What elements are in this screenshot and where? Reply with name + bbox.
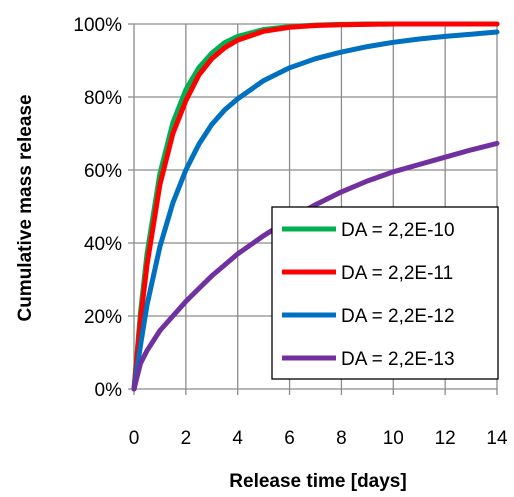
x-tick-label: 12 [435, 428, 456, 449]
legend-label-1: DA = 2,2E-10 [341, 220, 455, 241]
y-tick-label: 0% [95, 380, 123, 401]
y-tick-label: 60% [84, 161, 122, 182]
legend-box [271, 206, 499, 380]
x-tick-label: 4 [232, 428, 243, 449]
y-tick-label: 80% [84, 88, 122, 109]
x-tick-label: 8 [336, 428, 347, 449]
y-tick-label: 20% [84, 307, 122, 328]
legend-label-3: DA = 2,2E-12 [341, 306, 455, 327]
y-tick-label: 40% [84, 234, 122, 255]
x-tick-labels: 0 2 4 6 8 10 12 14 [129, 428, 508, 449]
x-tick-label: 2 [181, 428, 192, 449]
series-line-2 [131, 21, 500, 392]
y-tick-label: 100% [73, 15, 122, 36]
x-tick-label: 14 [486, 428, 508, 449]
series-line-4 [131, 140, 500, 392]
legend-label-2: DA = 2,2E-11 [341, 263, 453, 284]
series-lines [131, 21, 500, 392]
series-line-3 [131, 29, 500, 392]
legend-label-4: DA = 2,2E-13 [341, 349, 455, 370]
y-axis-title: Cumulative mass release [15, 94, 36, 321]
x-tick-label: 0 [129, 428, 140, 449]
y-tick-labels: 0% 20% 40% 60% 80% 100% [73, 15, 122, 401]
x-axis-title: Release time [days] [229, 471, 406, 492]
x-tick-label: 10 [383, 428, 404, 449]
legend: DA = 2,2E-10 DA = 2,2E-11 DA = 2,2E-12 DA =… [271, 206, 499, 380]
x-tick-label: 6 [284, 428, 295, 449]
